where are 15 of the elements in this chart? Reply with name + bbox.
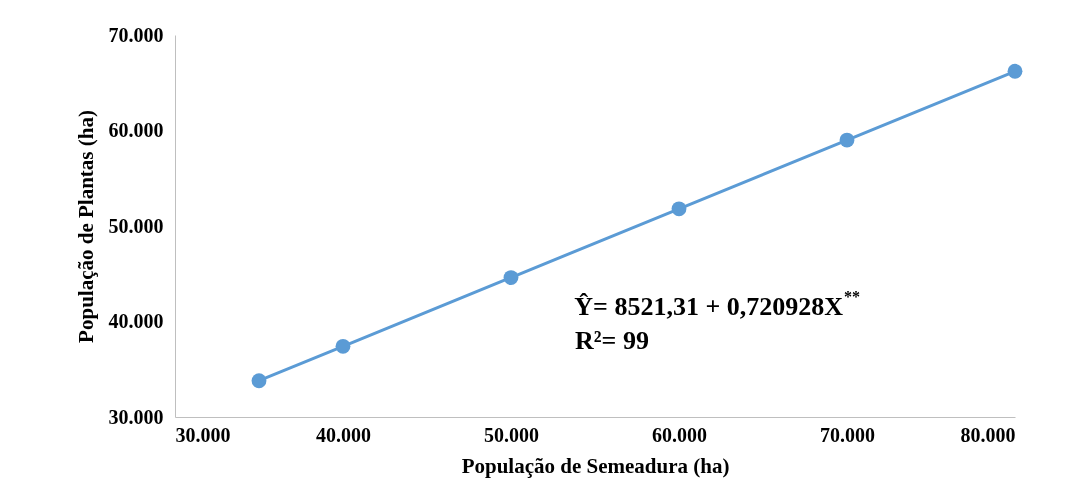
x-tick-label: 70.000	[820, 423, 875, 446]
annotation: R²= 99	[575, 326, 649, 355]
y-tick-label: 40.000	[108, 310, 164, 332]
y-tick-label: 50.000	[108, 214, 164, 237]
y-tick-label: 30.000	[108, 405, 164, 428]
x-axis-title: População de Semeadura (ha)	[461, 453, 730, 478]
y-tick-label: 60.000	[108, 119, 164, 141]
y-axis-title: População de Plantas (ha)	[73, 110, 98, 343]
x-tick-label: 30.000	[175, 423, 231, 446]
x-tick-label: 50.000	[484, 423, 539, 446]
annotation: Ŷ= 8521,31 + 0,720928X**	[574, 288, 860, 321]
x-tick-label: 60.000	[652, 423, 707, 446]
x-tick-label: 80.000	[960, 423, 1016, 446]
y-tick-label: 70.000	[108, 23, 164, 46]
x-tick-label: 40.000	[316, 423, 371, 446]
